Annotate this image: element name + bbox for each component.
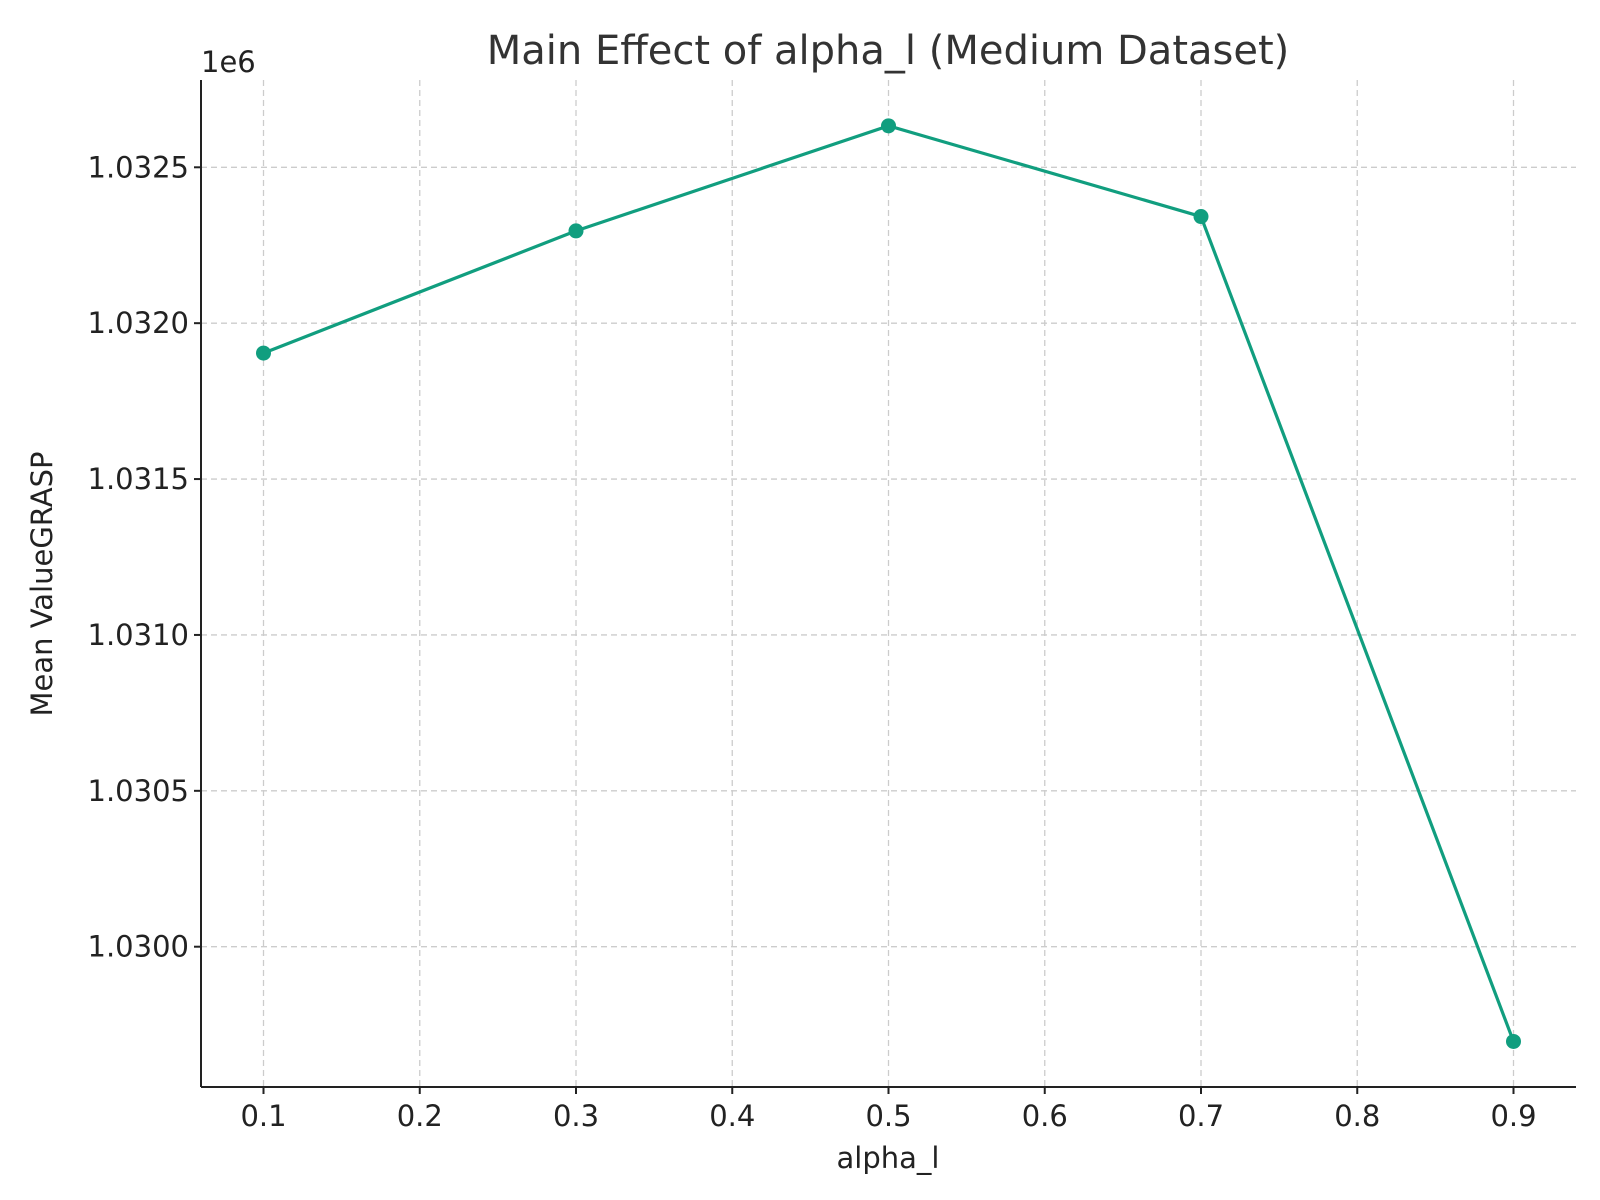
- x-tick-label: 0.4: [709, 1099, 755, 1133]
- x-tick-label: 0.5: [865, 1099, 911, 1133]
- data-point: [256, 345, 271, 361]
- x-tick-label: 0.3: [553, 1099, 599, 1133]
- y-axis-label: Mean ValueGRASP: [25, 451, 59, 716]
- y-tick-label: 1.0310: [88, 618, 189, 652]
- x-axis-label: alpha_l: [837, 1141, 940, 1175]
- y-tick-label: 1.0305: [88, 774, 189, 808]
- y-tick-label: 1.0300: [88, 930, 189, 964]
- x-tick-label: 0.2: [397, 1099, 443, 1133]
- y-axis-offset-label: 1e6: [201, 45, 256, 79]
- x-tick-label: 0.1: [240, 1099, 286, 1133]
- data-point: [1506, 1033, 1521, 1049]
- series-group: [256, 118, 1521, 1049]
- y-tick-label: 1.0325: [88, 150, 189, 184]
- x-tick-label: 0.7: [1178, 1099, 1224, 1133]
- y-tick-label: 1.0320: [88, 306, 189, 340]
- grid-lines: [201, 80, 1576, 1087]
- axis-ticks: 0.1 0.2 0.3 0.4 0.5 0.6 0.7 0.8 0.9 1.0300 1.0305 1…: [88, 150, 1537, 1133]
- x-tick-label: 0.8: [1334, 1099, 1380, 1133]
- data-point: [881, 118, 896, 134]
- data-point: [1193, 209, 1209, 225]
- y-tick-label: 1.0315: [88, 462, 189, 496]
- x-tick-label: 0.6: [1022, 1099, 1068, 1133]
- chart-title: Main Effect of alpha_l (Medium Dataset): [487, 28, 1290, 74]
- x-tick-label: 0.9: [1490, 1099, 1536, 1133]
- data-point: [568, 223, 584, 239]
